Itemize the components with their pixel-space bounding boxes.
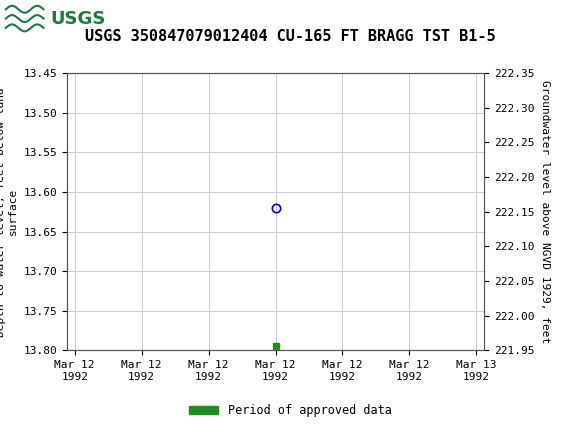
Legend: Period of approved data: Period of approved data: [184, 399, 396, 422]
Y-axis label: Groundwater level above NGVD 1929, feet: Groundwater level above NGVD 1929, feet: [540, 80, 550, 344]
Y-axis label: Depth to water level, feet below land
surface: Depth to water level, feet below land su…: [0, 87, 17, 337]
Text: USGS 350847079012404 CU-165 FT BRAGG TST B1-5: USGS 350847079012404 CU-165 FT BRAGG TST…: [85, 29, 495, 44]
Text: USGS: USGS: [50, 10, 106, 28]
Bar: [3, 4, 125, 35]
